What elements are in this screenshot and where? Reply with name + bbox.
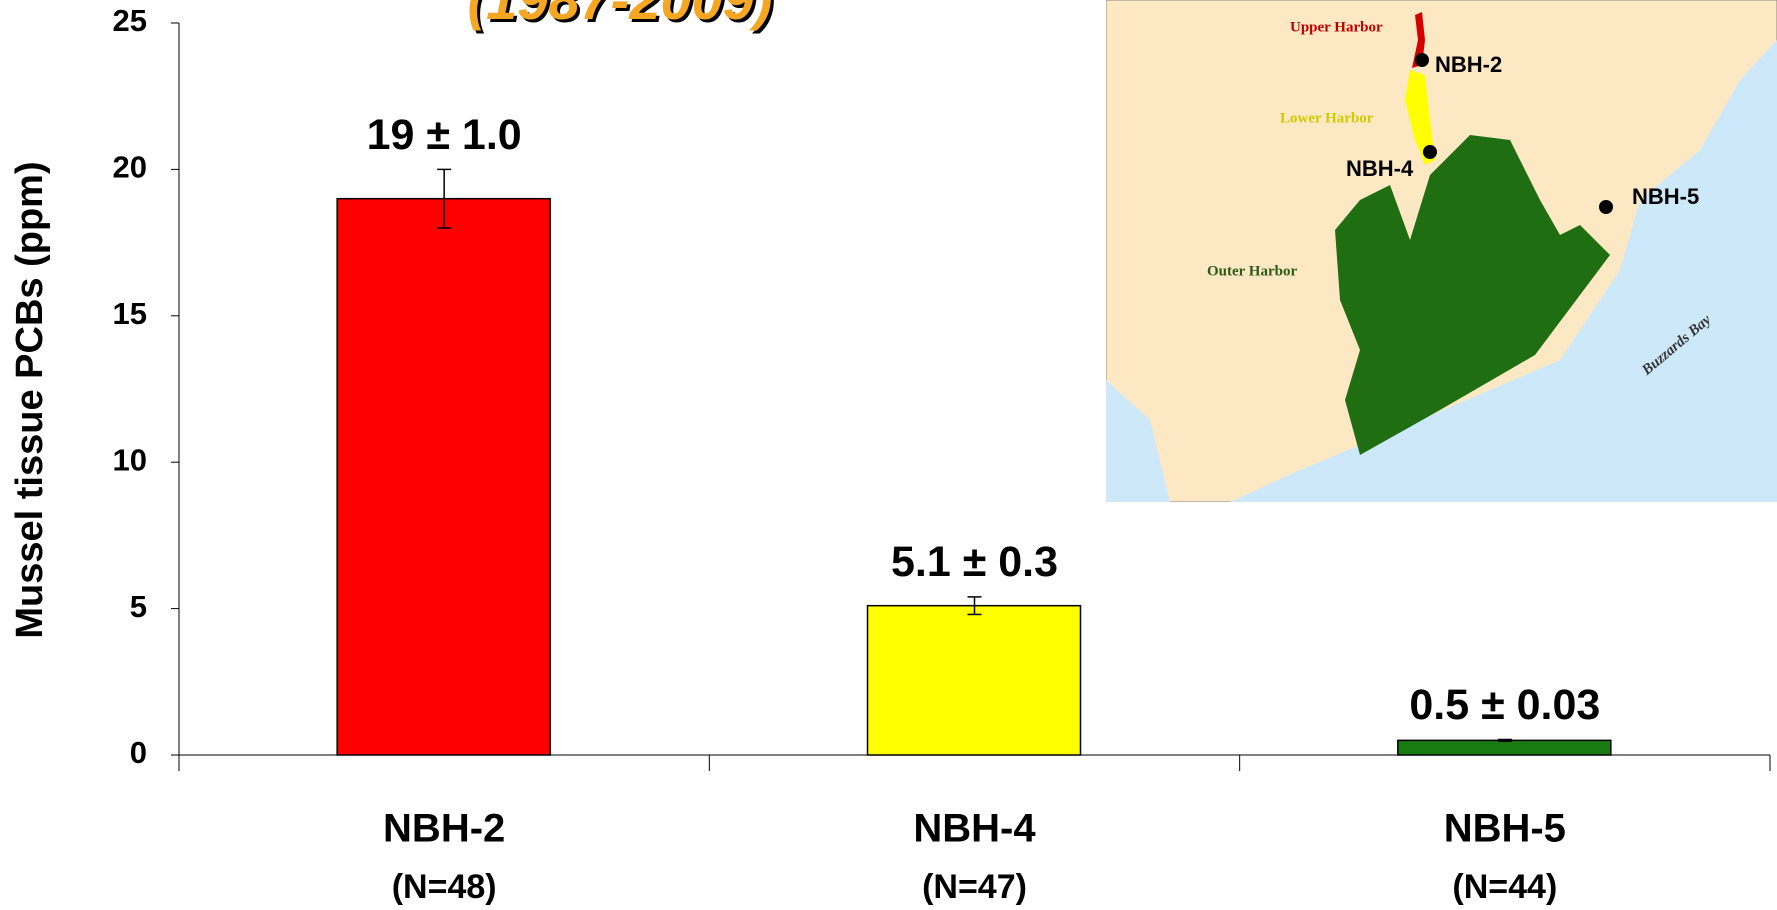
bar [866,604,1082,756]
map-lower-harbor [1405,70,1435,165]
map-label: Upper Harbor [1290,19,1383,35]
map-label: Outer Harbor [1207,263,1297,279]
y-axis-label: Mussel tissue PCBs (ppm) [9,161,51,638]
x-tick-label: NBH-5 [1444,807,1566,851]
y-tick-label: 0 [130,735,147,770]
map-water [1106,380,1170,502]
title-shadow: (1987-2009) [470,0,775,34]
y-tick-label: 25 [113,3,147,38]
x-tick-sublabel: (N=47) [922,868,1027,906]
station-dot [1423,145,1437,159]
value-label: 0.5 ± 0.03 [1409,681,1600,729]
station-label: NBH-4 [1346,156,1414,181]
chart-title: (1987-2009) [467,0,772,31]
bar [1397,739,1612,756]
station-label: NBH-2 [1435,52,1502,77]
value-label: 5.1 ± 0.3 [891,538,1058,586]
x-tick-sublabel: (N=48) [392,868,497,906]
y-tick-label: 15 [113,296,147,331]
x-tick-sublabel: (N=44) [1452,868,1557,906]
station-dot [1599,200,1613,214]
y-tick-label: 20 [113,150,147,185]
y-tick-label: 5 [130,589,147,624]
x-tick-label: NBH-4 [913,807,1036,851]
value-label: 19 ± 1.0 [367,111,522,159]
map-outer-harbor [1335,135,1610,455]
map-water [1230,0,1777,502]
y-tick-label: 10 [113,442,147,477]
station-label: NBH-5 [1632,184,1699,209]
station-dot [1415,53,1429,67]
x-tick-label: NBH-2 [383,807,505,851]
map-label: Lower Harbor [1280,110,1374,126]
map-inset: Upper Harbor Lower Harbor Outer Harbor B… [1106,0,1777,502]
bar [336,197,551,756]
